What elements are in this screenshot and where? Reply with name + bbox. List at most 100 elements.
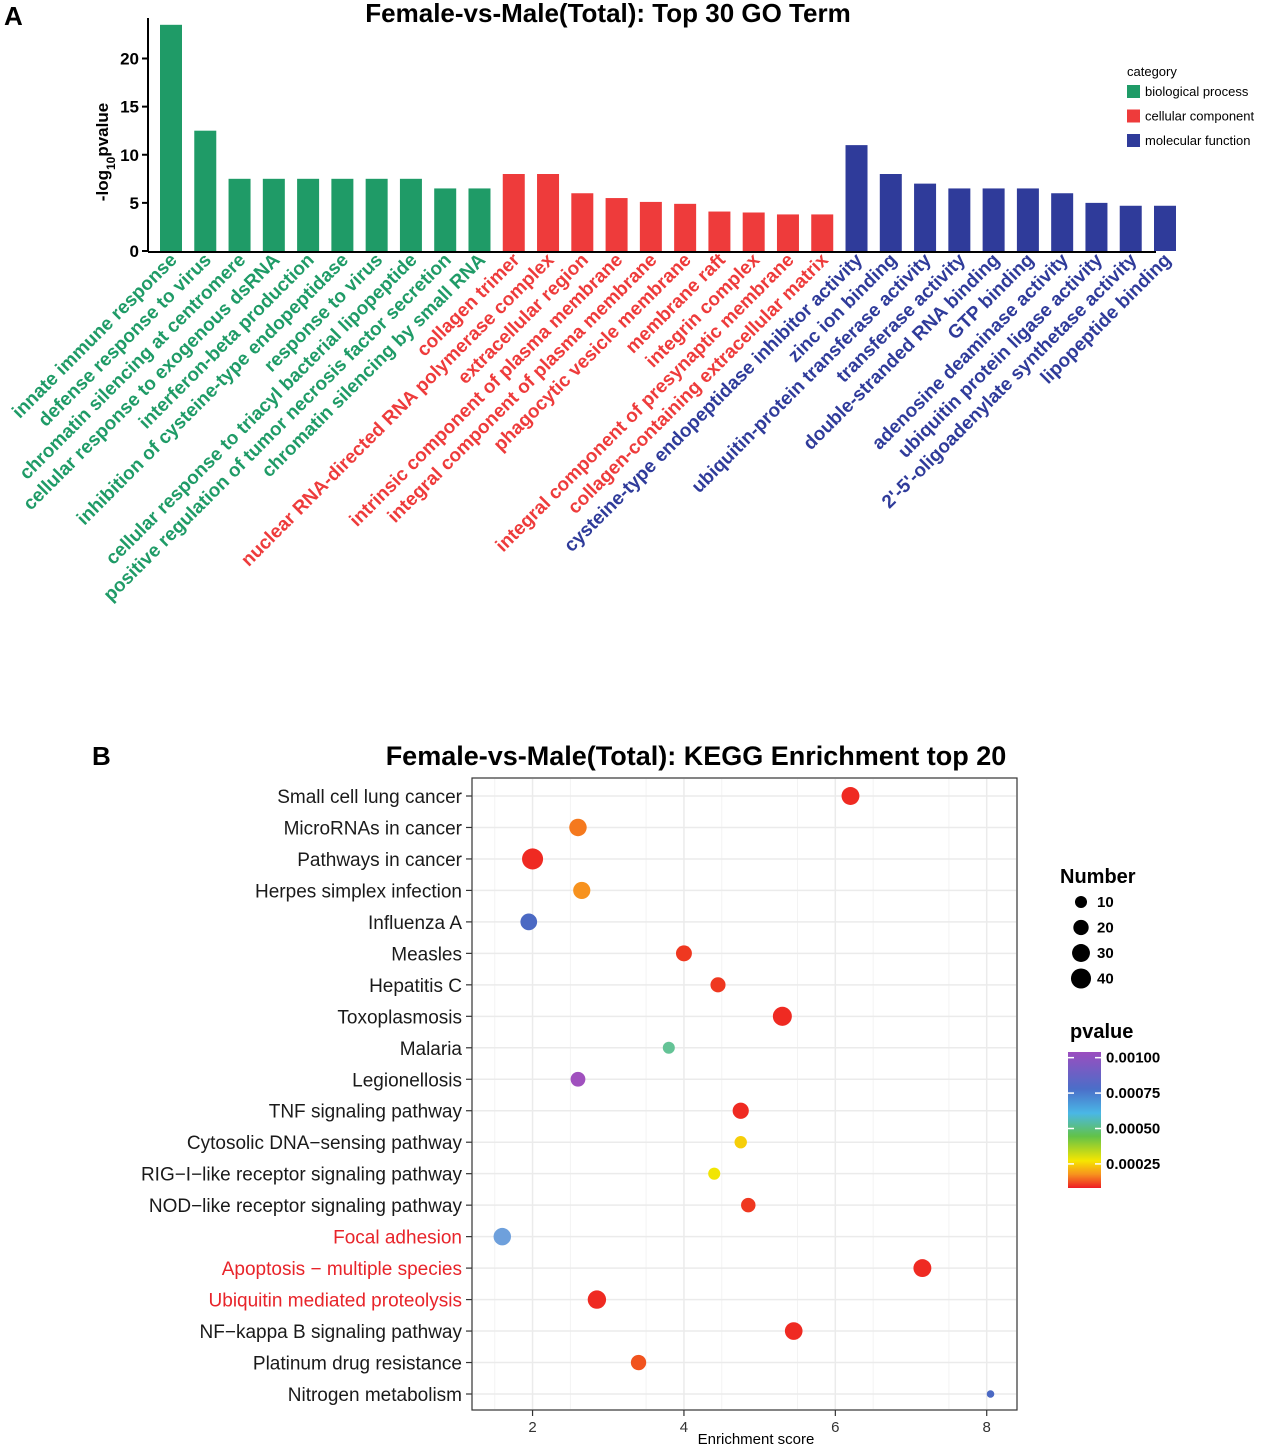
kegg-y-tick-label: Legionellosis (352, 1070, 462, 1091)
kegg-y-tick-label: TNF signaling pathway (269, 1102, 463, 1123)
go-bar (639, 201, 662, 251)
go-legend-label: cellular component (1145, 109, 1255, 124)
kegg-point (573, 881, 591, 900)
panel-b-letter: B (92, 741, 111, 771)
go-bar (228, 178, 251, 251)
kegg-y-tick-label: RIG−I−like receptor signaling pathway (141, 1165, 463, 1186)
go-bar (1085, 202, 1108, 251)
go-bar (468, 188, 491, 251)
size-legend-label: 20 (1097, 920, 1114, 937)
kegg-y-tick-label: Apoptosis − multiple species (222, 1259, 462, 1280)
kegg-size-legend: Number 10 20 30 40 (1060, 866, 1136, 989)
kegg-y-tick-label: Malaria (400, 1039, 463, 1060)
go-bar (502, 174, 525, 251)
kegg-point (570, 1071, 586, 1087)
kegg-y-tick-label: Herpes simplex infection (255, 881, 462, 902)
go-axes: 0 5 10 15 20 (120, 18, 1156, 261)
kegg-point (841, 787, 860, 805)
go-bar (297, 178, 320, 251)
go-bar (742, 212, 765, 251)
go-legend-label: biological process (1145, 84, 1249, 99)
size-legend-label: 10 (1097, 894, 1114, 911)
kegg-y-tick-label: Small cell lung cancer (277, 787, 462, 808)
kegg-y-tick-label: Platinum drug resistance (253, 1354, 462, 1375)
kegg-x-tick-label: 8 (983, 1419, 991, 1436)
kegg-y-tick-label: Toxoplasmosis (337, 1007, 462, 1028)
pvalue-tick-label: 0.00100 (1106, 1050, 1160, 1067)
kegg-x-tick-label: 2 (528, 1419, 536, 1436)
kegg-point (741, 1197, 756, 1213)
kegg-y-tick-label: Measles (391, 944, 462, 965)
go-y-tick-label: 20 (120, 50, 139, 69)
go-bars (160, 24, 1176, 251)
go-y-tick-label: 15 (120, 98, 139, 117)
kegg-y-tick-label: NOD−like receptor signaling pathway (149, 1196, 463, 1217)
kegg-point (662, 1041, 675, 1054)
kegg-y-tick-label: NF−kappa B signaling pathway (200, 1322, 463, 1343)
kegg-y-tick-label: Cytosolic DNA−sensing pathway (187, 1133, 463, 1154)
go-bar (708, 211, 731, 251)
go-bar (434, 188, 457, 251)
kegg-point (784, 1322, 803, 1340)
kegg-x-axis: 2 4 6 8 (528, 1410, 991, 1436)
go-bar (194, 130, 217, 251)
go-legend-title: category (1127, 64, 1177, 79)
kegg-point (772, 1006, 792, 1026)
kegg-x-tick-label: 6 (831, 1419, 839, 1436)
kegg-points (493, 787, 995, 1398)
go-y-tick-label: 10 (120, 146, 139, 165)
go-legend-swatch (1127, 109, 1140, 123)
go-bar (982, 188, 1005, 251)
kegg-x-tick-label: 4 (680, 1419, 688, 1436)
size-legend-label: 30 (1097, 945, 1114, 962)
kegg-y-tick-label: Pathways in cancer (297, 850, 462, 871)
kegg-point (630, 1354, 647, 1371)
kegg-bubble-chart: B Female-vs-Male(Total): KEGG Enrichment… (92, 741, 1160, 1445)
go-bar (605, 198, 628, 251)
kegg-plot-panel (471, 777, 1018, 1411)
pvalue-tick-label: 0.00050 (1106, 1121, 1160, 1138)
panel-a-letter: A (4, 1, 23, 31)
go-bar (399, 178, 422, 251)
kegg-point (522, 848, 544, 870)
kegg-y-tick-label: Hepatitis C (369, 976, 462, 997)
go-y-axis-label: -log10pvalue (93, 103, 118, 201)
go-bar (1016, 188, 1039, 251)
kegg-y-tick-labels: Small cell lung cancer MicroRNAs in cance… (141, 787, 472, 1406)
go-bar (1119, 205, 1142, 251)
kegg-y-tick-label: Influenza A (368, 913, 462, 934)
go-bar (262, 178, 285, 251)
kegg-grid (473, 779, 1016, 1409)
size-legend-dot (1072, 944, 1090, 962)
go-bar (879, 174, 902, 251)
kegg-point (708, 1167, 721, 1180)
kegg-point (675, 945, 692, 962)
kegg-x-axis-label: Enrichment score (698, 1431, 815, 1445)
kegg-point (732, 1102, 749, 1119)
kegg-y-tick-label: MicroRNAs in cancer (284, 818, 463, 839)
go-bar (1154, 205, 1176, 251)
go-bar (776, 214, 799, 251)
kegg-point (520, 913, 538, 931)
size-legend-dot (1070, 968, 1092, 989)
kegg-point (587, 1290, 607, 1309)
go-y-tick-label: 5 (130, 194, 139, 213)
go-bar (537, 174, 560, 251)
kegg-point (493, 1227, 511, 1246)
kegg-point (710, 977, 726, 993)
kegg-y-tick-label: Focal adhesion (333, 1228, 462, 1249)
go-chart-title: Female-vs-Male(Total): Top 30 GO Term (365, 0, 850, 28)
go-legend: category biological process cellular comp… (1127, 64, 1255, 148)
go-bar (571, 193, 594, 251)
go-bar (1051, 193, 1074, 251)
go-bar-chart: A Female-vs-Male(Total): Top 30 GO Term … (4, 0, 1255, 606)
kegg-chart-title: Female-vs-Male(Total): KEGG Enrichment t… (386, 741, 1007, 771)
go-bar (674, 203, 697, 251)
go-legend-swatch (1127, 134, 1140, 147)
kegg-point (913, 1259, 932, 1278)
go-bar (160, 24, 182, 251)
go-legend-label: molecular function (1145, 133, 1251, 148)
pvalue-tick-label: 0.00075 (1106, 1085, 1160, 1102)
go-bar (811, 214, 834, 251)
